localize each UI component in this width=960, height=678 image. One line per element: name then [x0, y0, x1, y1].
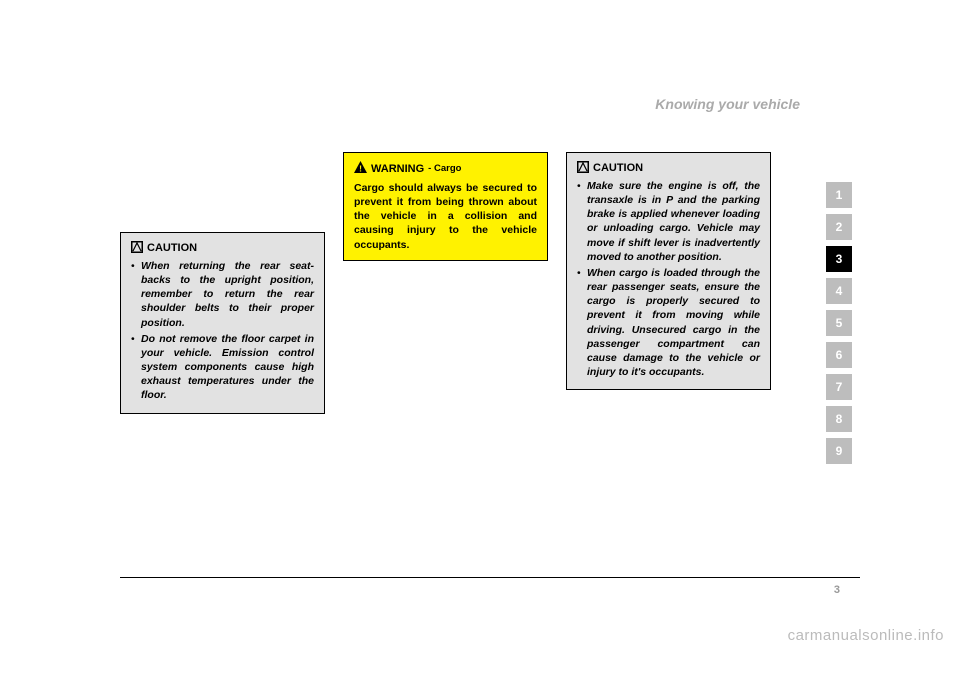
warning-label: WARNING: [371, 162, 424, 177]
tab-8[interactable]: 8: [826, 406, 852, 432]
caution-title: CAUTION: [577, 161, 760, 176]
caution-label: CAUTION: [147, 241, 197, 256]
caution-box-seatback: CAUTION • When returning the rear seat-b…: [120, 232, 325, 414]
tab-9[interactable]: 9: [826, 438, 852, 464]
bullet-text: Do not remove the floor carpet in your v…: [141, 332, 314, 403]
caution-bullet: • When returning the rear seat-backs to …: [131, 259, 314, 330]
column-2: ! WARNING - Cargo Cargo should always be…: [343, 152, 548, 414]
bullet-dot: •: [577, 266, 587, 379]
tab-5[interactable]: 5: [826, 310, 852, 336]
bullet-text: When returning the rear seat-backs to th…: [141, 259, 314, 330]
page-number: 3: [834, 584, 840, 596]
watermark-text: carmanualsonline.info: [788, 627, 944, 644]
caution-title: CAUTION: [131, 241, 314, 256]
tab-6[interactable]: 6: [826, 342, 852, 368]
warning-sublabel: - Cargo: [428, 163, 461, 176]
svg-text:!: !: [359, 164, 362, 174]
warning-box-cargo: ! WARNING - Cargo Cargo should always be…: [343, 152, 548, 261]
warning-body: Cargo should always be secured to preven…: [354, 181, 537, 252]
caution-icon: [577, 161, 589, 175]
tab-7[interactable]: 7: [826, 374, 852, 400]
caution-bullet: • Do not remove the floor carpet in your…: [131, 332, 314, 403]
page-header: Knowing your vehicle: [655, 96, 800, 112]
caution-bullet: • Make sure the engine is off, the trans…: [577, 179, 760, 264]
manual-page: Knowing your vehicle CAUTION • When retu…: [0, 0, 960, 678]
footer-rule: [120, 577, 860, 578]
tab-3[interactable]: 3: [826, 246, 852, 272]
column-3: CAUTION • Make sure the engine is off, t…: [566, 152, 771, 414]
caution-icon: [131, 241, 143, 255]
caution-box-loading: CAUTION • Make sure the engine is off, t…: [566, 152, 771, 390]
bullet-dot: •: [577, 179, 587, 264]
tab-1[interactable]: 1: [826, 182, 852, 208]
column-1: CAUTION • When returning the rear seat-b…: [120, 152, 325, 414]
warning-title: ! WARNING - Cargo: [354, 161, 537, 178]
warning-icon: !: [354, 161, 367, 178]
bullet-dot: •: [131, 259, 141, 330]
section-tabs: 1 2 3 4 5 6 7 8 9: [826, 182, 852, 464]
bullet-text: When cargo is loaded through the rear pa…: [587, 266, 760, 379]
bullet-dot: •: [131, 332, 141, 403]
caution-label: CAUTION: [593, 161, 643, 176]
tab-4[interactable]: 4: [826, 278, 852, 304]
caution-bullet: • When cargo is loaded through the rear …: [577, 266, 760, 379]
bullet-text: Make sure the engine is off, the transax…: [587, 179, 760, 264]
content-columns: CAUTION • When returning the rear seat-b…: [120, 152, 860, 414]
tab-2[interactable]: 2: [826, 214, 852, 240]
